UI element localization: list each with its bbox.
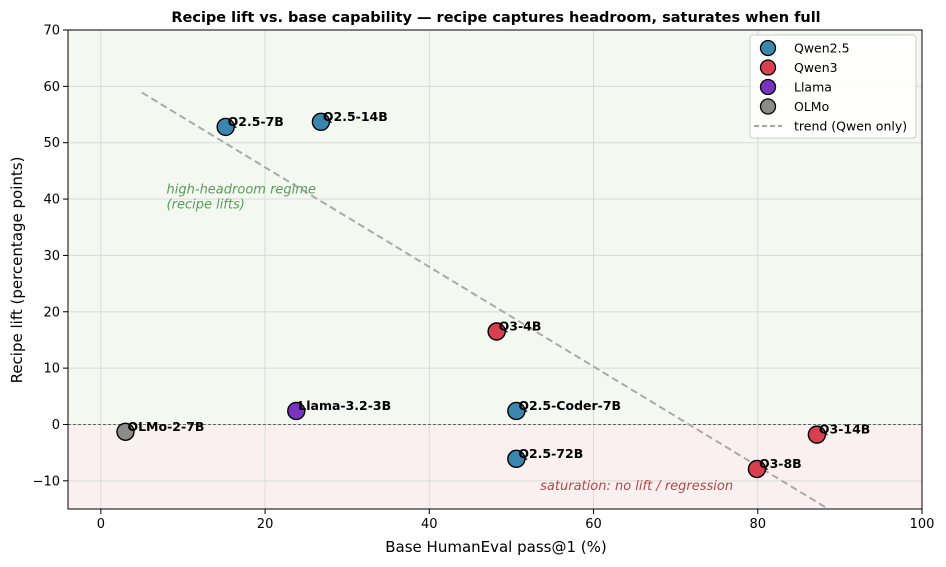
data-point-label: Llama-3.2-3B: [298, 398, 391, 413]
data-point: [507, 401, 526, 421]
y-tick-label: 20: [43, 305, 60, 320]
data-point: [116, 422, 135, 441]
data-point-label: OLMo-2-7B: [127, 419, 204, 434]
legend-marker: [759, 78, 777, 96]
y-axis-label: Recipe lift (percentage points): [8, 157, 26, 384]
legend-marker: [759, 98, 777, 115]
y-tick-label: 70: [43, 24, 60, 39]
trend-line: [141, 91, 829, 509]
data-point: [216, 117, 235, 137]
saturation-note-text: saturation: no lift / regression: [540, 479, 733, 494]
region-saturation: [68, 424, 922, 509]
data-point-label: Q3-14B: [819, 422, 870, 437]
x-axis-label: Base HumanEval pass@1 (%): [385, 538, 606, 556]
x-tick-label: 20: [257, 517, 274, 532]
data-point-label: Q2.5-Coder-7B: [518, 398, 621, 413]
legend-marker: [759, 39, 777, 57]
data-point-label: Q3-4B: [499, 318, 542, 333]
y-tick-label: 50: [43, 136, 60, 151]
legend-label: trend (Qwen only): [794, 119, 907, 134]
data-point: [507, 449, 526, 469]
plot-frame: [67, 29, 923, 510]
legend-label: Llama: [794, 80, 832, 95]
headroom-note-text: high-headroom regime: [167, 182, 316, 197]
legend-marker: [759, 59, 777, 76]
legend: Qwen2.5 Qwen3 Llama OLMo trend (Qwen only): [749, 34, 917, 139]
x-tick-label: 0: [97, 517, 105, 532]
legend-label: Qwen2.5: [794, 41, 850, 56]
y-tick-label: 0: [52, 418, 60, 433]
data-point-label: Q2.5-72B: [518, 446, 583, 461]
data-point: [747, 459, 767, 479]
y-tick-label: −10: [33, 474, 60, 489]
data-point-label: Q3-8B: [759, 456, 802, 471]
data-point-label: Q2.5-14B: [323, 109, 388, 124]
chart-title: Recipe lift vs. base capability — recipe…: [171, 10, 820, 26]
legend-label: Qwen3: [794, 60, 838, 75]
y-tick-label: 30: [43, 249, 60, 264]
data-point: [287, 401, 306, 421]
y-tick-label: 60: [43, 80, 60, 95]
legend-label: OLMo: [794, 99, 829, 114]
x-tick-label: 80: [749, 517, 766, 532]
y-tick-label: 40: [43, 193, 60, 208]
legend-box: [749, 34, 917, 139]
data-point: [487, 322, 506, 341]
data-point-label: Q2.5-7B: [228, 114, 284, 129]
data-point: [807, 425, 827, 444]
data-point: [311, 112, 331, 132]
x-tick-label: 100: [910, 517, 935, 532]
y-tick-label: 10: [43, 362, 60, 377]
x-tick-label: 60: [585, 517, 602, 532]
x-tick-label: 40: [421, 517, 438, 532]
headroom-note-text: (recipe lifts): [167, 197, 245, 212]
